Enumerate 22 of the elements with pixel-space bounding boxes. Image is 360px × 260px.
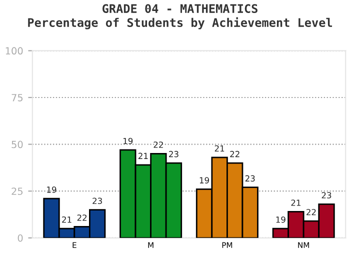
- text: 21: [62, 216, 72, 223]
- text: 23: [245, 175, 255, 182]
- chart-title: GRADE 04 - MATHEMATICS Percentage of Students by Achievement Level: [28, 4, 332, 30]
- text: 23: [169, 150, 178, 158]
- text: 23: [322, 192, 332, 198]
- series-label: 21: [138, 152, 148, 159]
- text: 22: [154, 142, 163, 148]
- series-label: 23: [92, 198, 102, 204]
- text: 19: [200, 177, 209, 184]
- text: 21: [291, 200, 300, 206]
- series-label: 19: [124, 138, 133, 144]
- text: 22: [306, 208, 316, 216]
- series-label: 22: [77, 214, 87, 221]
- y-tick-label: 0: [18, 234, 23, 242]
- y-tick-label: 50: [12, 140, 23, 148]
- text: 22: [230, 150, 240, 158]
- text: 19: [47, 186, 56, 193]
- y-tick-label: 75: [12, 94, 23, 102]
- text: 21: [214, 145, 224, 152]
- y-tick-label: 25: [12, 188, 23, 195]
- y-tick-label: 100: [6, 47, 23, 55]
- text: 19: [276, 216, 286, 223]
